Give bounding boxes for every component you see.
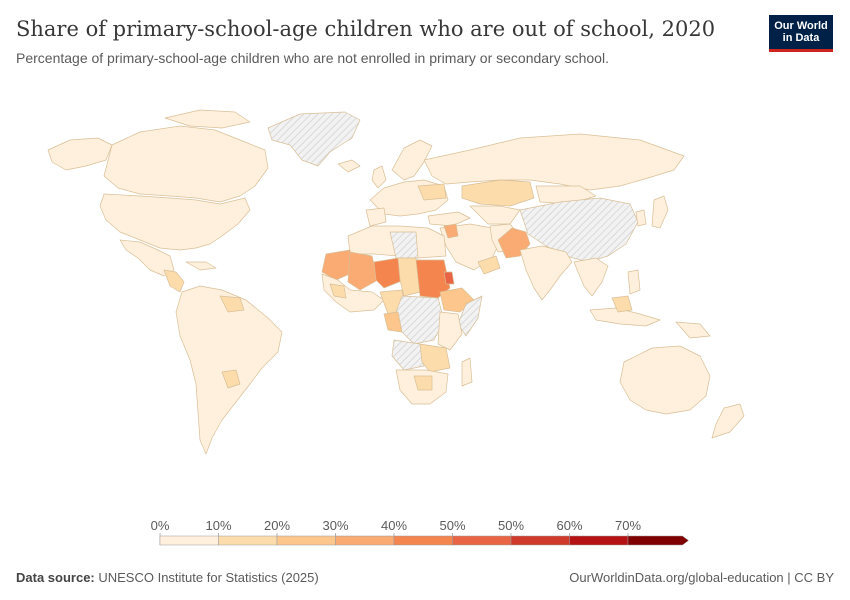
data-source-text: UNESCO Institute for Statistics (2025): [94, 570, 319, 585]
logo-line-2: in Data: [782, 32, 820, 44]
legend-tick-label: 20%: [264, 518, 290, 533]
region-uk[interactable]: [371, 165, 387, 189]
region-venezuela[interactable]: [219, 295, 245, 313]
legend-tick-label: 0%: [151, 518, 170, 533]
region-turkey[interactable]: [427, 211, 471, 227]
region-central-asia[interactable]: [469, 205, 521, 225]
region-kazakhstan[interactable]: [461, 179, 535, 207]
region-madagascar[interactable]: [461, 357, 473, 387]
region-united-states[interactable]: [99, 193, 251, 251]
region-china[interactable]: [519, 197, 639, 263]
legend-bin: [393, 535, 453, 546]
legend-bin: [335, 535, 395, 546]
region-greenland[interactable]: [267, 111, 361, 167]
legend-tick-label: 50%: [498, 518, 524, 533]
region-west-africa-coast[interactable]: [321, 273, 385, 313]
legend-bin: [159, 535, 219, 546]
region-paraguay[interactable]: [221, 369, 241, 389]
region-libya[interactable]: [389, 231, 419, 259]
region-mauritania[interactable]: [321, 249, 355, 281]
region-iceland[interactable]: [337, 159, 361, 173]
legend-tick-label: 40%: [381, 518, 407, 533]
region-canada[interactable]: [103, 125, 269, 203]
region-scandinavia[interactable]: [391, 139, 433, 181]
legend-bin: [510, 535, 570, 546]
region-new-zealand[interactable]: [711, 403, 745, 439]
region-mali[interactable]: [347, 251, 379, 291]
region-india[interactable]: [519, 245, 573, 301]
region-eritrea[interactable]: [443, 271, 455, 285]
legend-bin: [276, 535, 336, 546]
region-korea[interactable]: [635, 209, 647, 227]
source-url[interactable]: OurWorldinData.org/global-education | CC…: [569, 570, 834, 585]
data-source-label: Data source:: [16, 570, 95, 585]
region-chad[interactable]: [397, 257, 421, 297]
color-legend: 0% 10% 20% 30% 40% 50% 50% 60% 70%: [151, 518, 689, 546]
region-syria[interactable]: [443, 223, 459, 239]
region-philippines[interactable]: [627, 269, 641, 295]
region-australia[interactable]: [619, 345, 711, 415]
legend-tick-label: 10%: [205, 518, 231, 533]
region-arctic-islands[interactable]: [164, 109, 251, 129]
legend-bin: [569, 535, 629, 546]
region-ukraine[interactable]: [417, 183, 447, 201]
region-russia[interactable]: [423, 133, 685, 191]
region-central-america[interactable]: [163, 269, 185, 293]
region-borneo[interactable]: [611, 295, 633, 313]
legend-tick-label: 30%: [322, 518, 348, 533]
region-japan[interactable]: [651, 195, 669, 229]
logo-line-1: Our World: [774, 20, 828, 32]
legend-tick-label: 50%: [439, 518, 465, 533]
region-east-africa[interactable]: [437, 311, 463, 351]
region-cameroon[interactable]: [383, 311, 403, 333]
region-central-africa[interactable]: [395, 295, 445, 345]
chart-title: Share of primary-school-age children who…: [16, 17, 716, 41]
region-zambia-area[interactable]: [419, 343, 451, 373]
owid-logo[interactable]: Our World in Data: [769, 15, 833, 52]
region-iberia[interactable]: [365, 207, 387, 227]
world-map[interactable]: [0, 88, 850, 508]
legend-bin-arrow: [627, 535, 689, 546]
region-alaska[interactable]: [47, 137, 113, 171]
region-south-america[interactable]: [175, 285, 283, 455]
data-source: Data source: UNESCO Institute for Statis…: [16, 570, 319, 585]
region-niger[interactable]: [373, 257, 405, 289]
region-botswana[interactable]: [413, 375, 433, 391]
legend-tick-label: 70%: [615, 518, 641, 533]
chart-subtitle: Percentage of primary-school-age childre…: [16, 50, 609, 66]
region-guinea[interactable]: [329, 283, 347, 299]
region-angola[interactable]: [391, 339, 425, 371]
legend-bin: [452, 535, 512, 546]
region-papua-new-guinea[interactable]: [675, 321, 711, 339]
region-caribbean[interactable]: [185, 261, 217, 271]
region-southeast-asia[interactable]: [573, 257, 609, 297]
legend-bin: [218, 535, 278, 546]
region-yemen[interactable]: [477, 255, 501, 275]
legend-tick-label: 60%: [556, 518, 582, 533]
